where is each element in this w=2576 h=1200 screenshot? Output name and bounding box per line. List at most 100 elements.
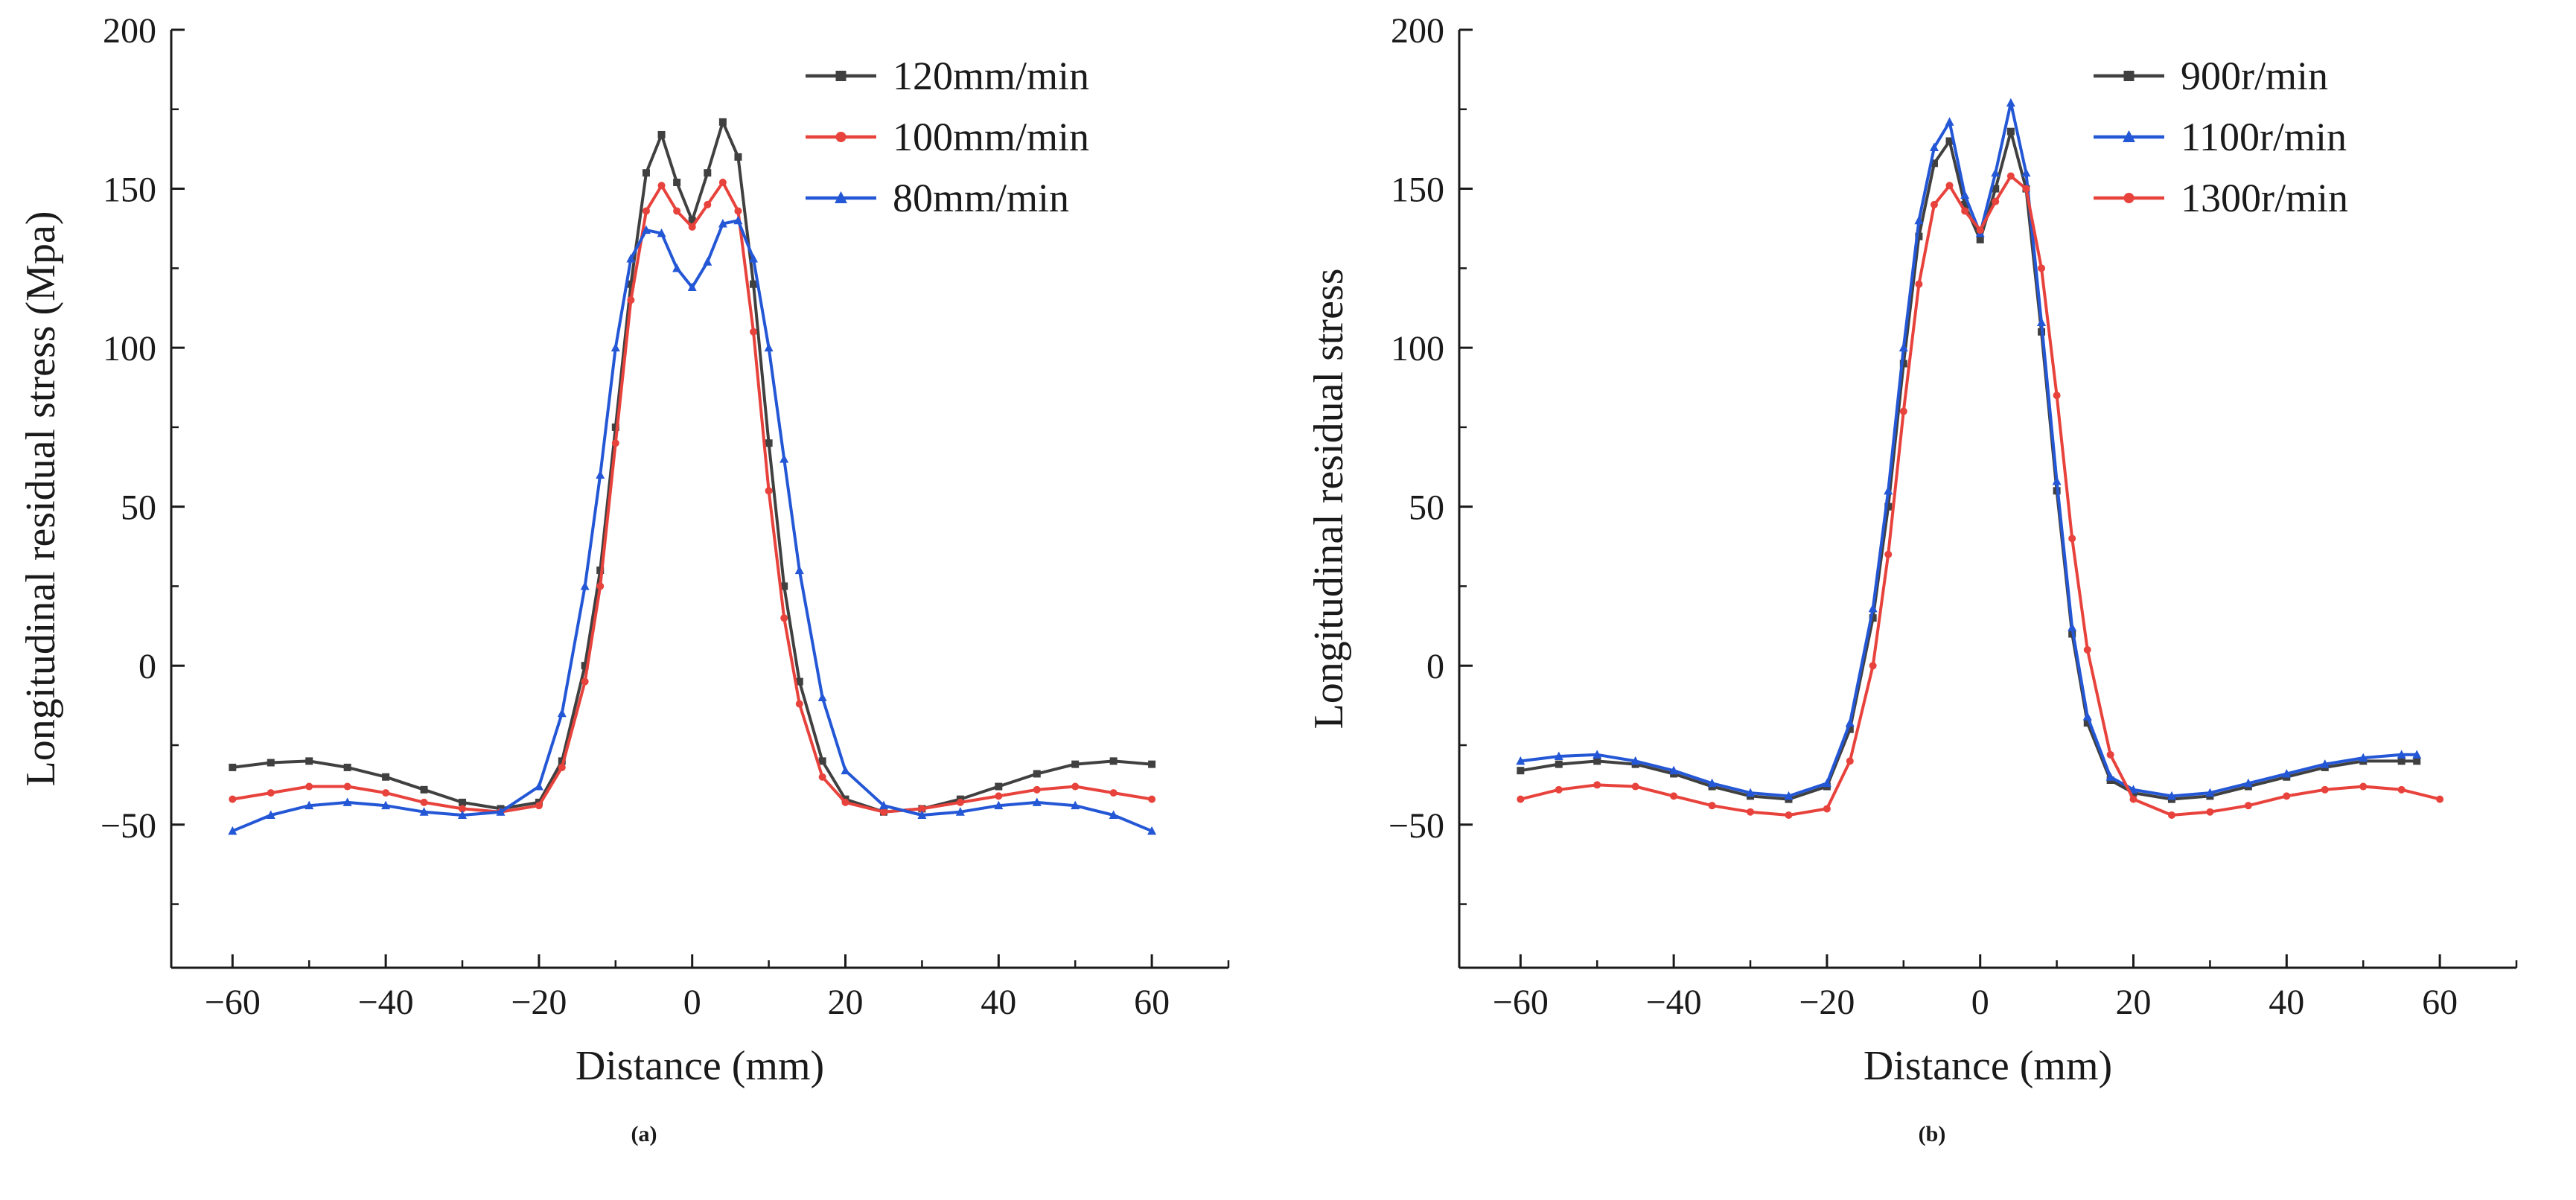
x-axis-label: Distance (mm) <box>1864 1043 2112 1089</box>
marker-triangle <box>1147 826 1157 835</box>
marker-triangle <box>1707 778 1717 788</box>
marker-square <box>1071 760 1080 768</box>
marker-circle <box>2321 785 2329 794</box>
y-tick-label: 0 <box>1426 647 1444 686</box>
y-tick-label: −50 <box>1389 806 1444 846</box>
marker-triangle <box>841 765 850 775</box>
marker-square <box>1992 185 2000 193</box>
marker-triangle <box>835 191 847 203</box>
marker-circle <box>688 223 696 231</box>
legend-label: 900r/min <box>2181 54 2328 98</box>
marker-square <box>267 759 275 767</box>
marker-square <box>1869 614 1877 622</box>
marker-circle <box>2283 792 2291 800</box>
marker-triangle <box>2412 750 2422 759</box>
y-tick-label: 50 <box>121 488 156 528</box>
marker-circle <box>305 782 313 791</box>
marker-circle <box>657 182 666 190</box>
y-ticks: −50 0 50 100 150 200 <box>101 11 185 905</box>
x-tick-label: 0 <box>1971 983 1989 1022</box>
x-tick-label: 60 <box>2422 983 2458 1022</box>
marker-triangle <box>626 254 636 263</box>
marker-square <box>611 423 619 431</box>
marker-triangle <box>1746 788 1756 797</box>
marker-triangle <box>2359 753 2368 762</box>
marker-circle <box>1555 785 1563 794</box>
marker-square <box>795 677 803 686</box>
x-tick-label: 20 <box>2116 983 2152 1022</box>
marker-square <box>1915 232 1923 240</box>
marker-circle <box>841 798 849 806</box>
panel-a-caption: (a) <box>631 1122 657 1146</box>
legend: 900r/min 1100r/min 1300r/min <box>2094 54 2348 220</box>
marker-square <box>1033 770 1041 778</box>
marker-square <box>704 169 712 177</box>
marker-triangle <box>266 810 275 819</box>
marker-triangle <box>2123 130 2135 142</box>
marker-square <box>835 71 847 81</box>
y-tick-label: 50 <box>1409 488 1444 528</box>
marker-circle <box>835 132 847 142</box>
marker-triangle <box>1868 603 1878 613</box>
x-ticks: −60 −40 −20 0 20 40 60 <box>1493 954 2518 1022</box>
marker-triangle <box>817 692 827 701</box>
marker-triangle <box>2021 167 2031 177</box>
marker-triangle <box>2105 772 2115 781</box>
marker-circle <box>2206 808 2214 816</box>
marker-circle <box>1823 805 1831 813</box>
marker-square <box>718 118 727 126</box>
marker-triangle <box>305 800 314 810</box>
marker-triangle <box>1554 751 1563 760</box>
marker-square <box>657 130 666 138</box>
marker-circle <box>2397 785 2406 794</box>
marker-circle <box>673 207 681 215</box>
marker-triangle <box>1784 791 1794 800</box>
marker-circle <box>2106 750 2114 759</box>
marker-square <box>459 798 467 806</box>
marker-square <box>1945 137 1954 145</box>
legend-label: 1300r/min <box>2181 176 2348 220</box>
marker-triangle <box>580 581 590 590</box>
marker-triangle <box>2205 788 2215 797</box>
legend: 120mm/min 100mm/min 80mm/min <box>806 54 1089 220</box>
marker-square <box>627 280 635 288</box>
marker-circle <box>795 700 803 708</box>
marker-circle <box>1708 802 1716 810</box>
marker-square <box>1109 757 1118 765</box>
marker-circle <box>1747 808 1755 816</box>
marker-triangle <box>672 263 682 272</box>
x-tick-label: 40 <box>981 983 1016 1022</box>
marker-square <box>558 757 566 765</box>
marker-square <box>642 169 650 177</box>
marker-triangle <box>1960 190 1970 200</box>
marker-circle <box>267 789 275 797</box>
marker-circle <box>459 805 467 813</box>
marker-triangle <box>1929 142 1939 152</box>
marker-circle <box>1930 200 1938 208</box>
marker-triangle <box>718 219 727 228</box>
marker-triangle <box>687 282 697 291</box>
marker-triangle <box>1945 117 1954 126</box>
marker-triangle <box>703 257 712 266</box>
marker-square <box>765 439 773 447</box>
x-tick-label: −60 <box>205 983 261 1022</box>
marker-circle <box>2006 172 2015 180</box>
series-line <box>231 181 1154 814</box>
marker-triangle <box>596 470 605 479</box>
marker-triangle <box>381 800 391 810</box>
marker-triangle <box>794 565 804 575</box>
marker-triangle <box>1884 485 1893 495</box>
marker-circle <box>382 789 390 797</box>
marker-circle <box>2129 795 2137 803</box>
marker-circle <box>1631 782 1639 791</box>
marker-triangle <box>749 254 759 263</box>
legend-label: 120mm/min <box>893 54 1089 98</box>
marker-triangle <box>2052 476 2062 485</box>
marker-circle <box>1846 757 1854 765</box>
x-tick-label: −20 <box>511 983 567 1022</box>
marker-circle <box>343 782 351 791</box>
marker-triangle <box>496 807 506 816</box>
marker-circle <box>918 805 926 813</box>
x-axis-label: Distance (mm) <box>576 1043 824 1089</box>
x-tick-label: −60 <box>1493 983 1549 1022</box>
